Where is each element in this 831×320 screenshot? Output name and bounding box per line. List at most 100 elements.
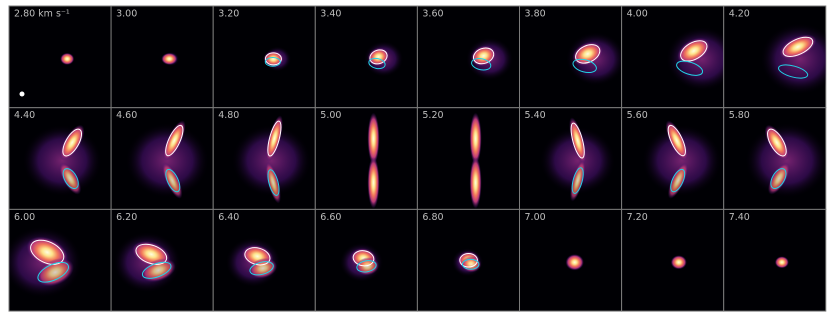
panel-label: 6.80 [422,212,443,223]
cyan-contour [141,261,172,279]
emission-core [163,120,186,161]
panel-label: 3.40 [320,8,341,19]
cyan-contour [571,167,584,194]
cyan-contour [778,64,809,79]
emission [263,46,292,72]
emission-core [667,162,689,199]
cyan-contour [264,56,281,67]
panel-label: 2.80 km s⁻¹ [14,8,70,19]
panel-label: 4.80 [218,110,239,121]
white-contour [782,36,814,57]
panel: 3.20 [212,5,316,109]
panel: 6.60 [314,208,418,312]
cyan-contour [461,258,480,270]
panel-label: 7.40 [729,212,750,223]
panel: 7.20 [621,208,725,312]
emission [759,22,826,95]
emission [565,31,622,86]
emission-core [570,159,586,202]
emission-core [141,258,176,283]
panel: 6.80 [416,208,520,312]
cyan-contour [165,168,181,193]
panel-label: 7.20 [627,212,648,223]
emission [60,52,75,65]
panel: 3.60 [416,5,520,109]
halo [539,126,616,195]
panel-label: 4.40 [14,110,35,121]
emission-core [36,258,74,287]
panel-label: 4.20 [729,8,750,19]
emission-core [60,52,75,65]
halo [641,124,722,197]
emission [231,115,312,204]
emission-core [764,124,790,161]
panel-label: 3.00 [116,8,137,19]
emission-core [367,156,380,209]
cyan-contour [471,58,492,71]
panel-background [416,107,520,210]
panel: 3.00 [110,5,214,109]
panel: 6.00 [8,208,112,312]
white-contour [62,128,83,157]
panel: 4.00 [621,5,725,109]
panel-background [8,5,112,109]
emission-core [265,115,283,162]
panel-label: 5.20 [422,110,443,121]
emission-core [469,112,482,165]
panel: 2.80 km s⁻¹ [8,5,112,109]
cyan-contour [62,168,79,190]
panel: 3.80 [519,5,623,109]
panel-label: 5.00 [320,110,341,121]
panel-label: 6.60 [320,212,341,223]
panel: 5.80 [723,107,827,210]
panel: 5.20 [416,107,520,210]
white-contour [680,40,708,62]
white-contour [570,122,585,159]
cyan-contour [356,260,377,273]
emission [469,112,482,209]
emission-core [263,50,284,67]
emission [451,247,484,277]
cyan-contour [670,168,686,193]
emission [225,237,282,288]
panel-label: 4.00 [627,8,648,19]
panel-label: 6.00 [14,212,35,223]
panel-label: 7.00 [525,212,546,223]
panel: 5.40 [519,107,623,210]
cyan-contour [572,58,597,74]
emission-core [59,162,82,195]
panel: 6.40 [212,208,316,312]
cyan-contour [676,60,704,76]
halo [125,122,210,199]
emission-core [565,254,584,271]
emission-core [774,256,789,269]
panel-background [723,208,827,312]
white-contour [30,239,65,265]
panel-label: 6.40 [218,212,239,223]
emission [774,256,789,269]
cyan-contour [37,261,70,283]
panel: 4.20 [723,5,827,109]
panel: 7.40 [723,208,827,312]
cyan-contour [368,57,386,70]
panel-label: 5.80 [729,110,750,121]
emission-core [161,52,178,65]
emission-core [162,162,183,199]
emission-core [767,162,790,195]
cyan-contour [267,169,280,196]
white-contour [352,250,375,267]
panel: 7.00 [519,208,623,312]
emission [339,242,384,283]
emission [161,51,180,67]
halo [744,122,826,199]
panel: 5.00 [314,107,418,210]
panel-background [314,107,418,210]
emission [125,120,210,199]
emission-core [461,256,482,273]
panel-label: 6.20 [116,212,137,223]
emission [564,253,585,272]
emission-core [670,255,687,270]
beam [19,91,25,97]
